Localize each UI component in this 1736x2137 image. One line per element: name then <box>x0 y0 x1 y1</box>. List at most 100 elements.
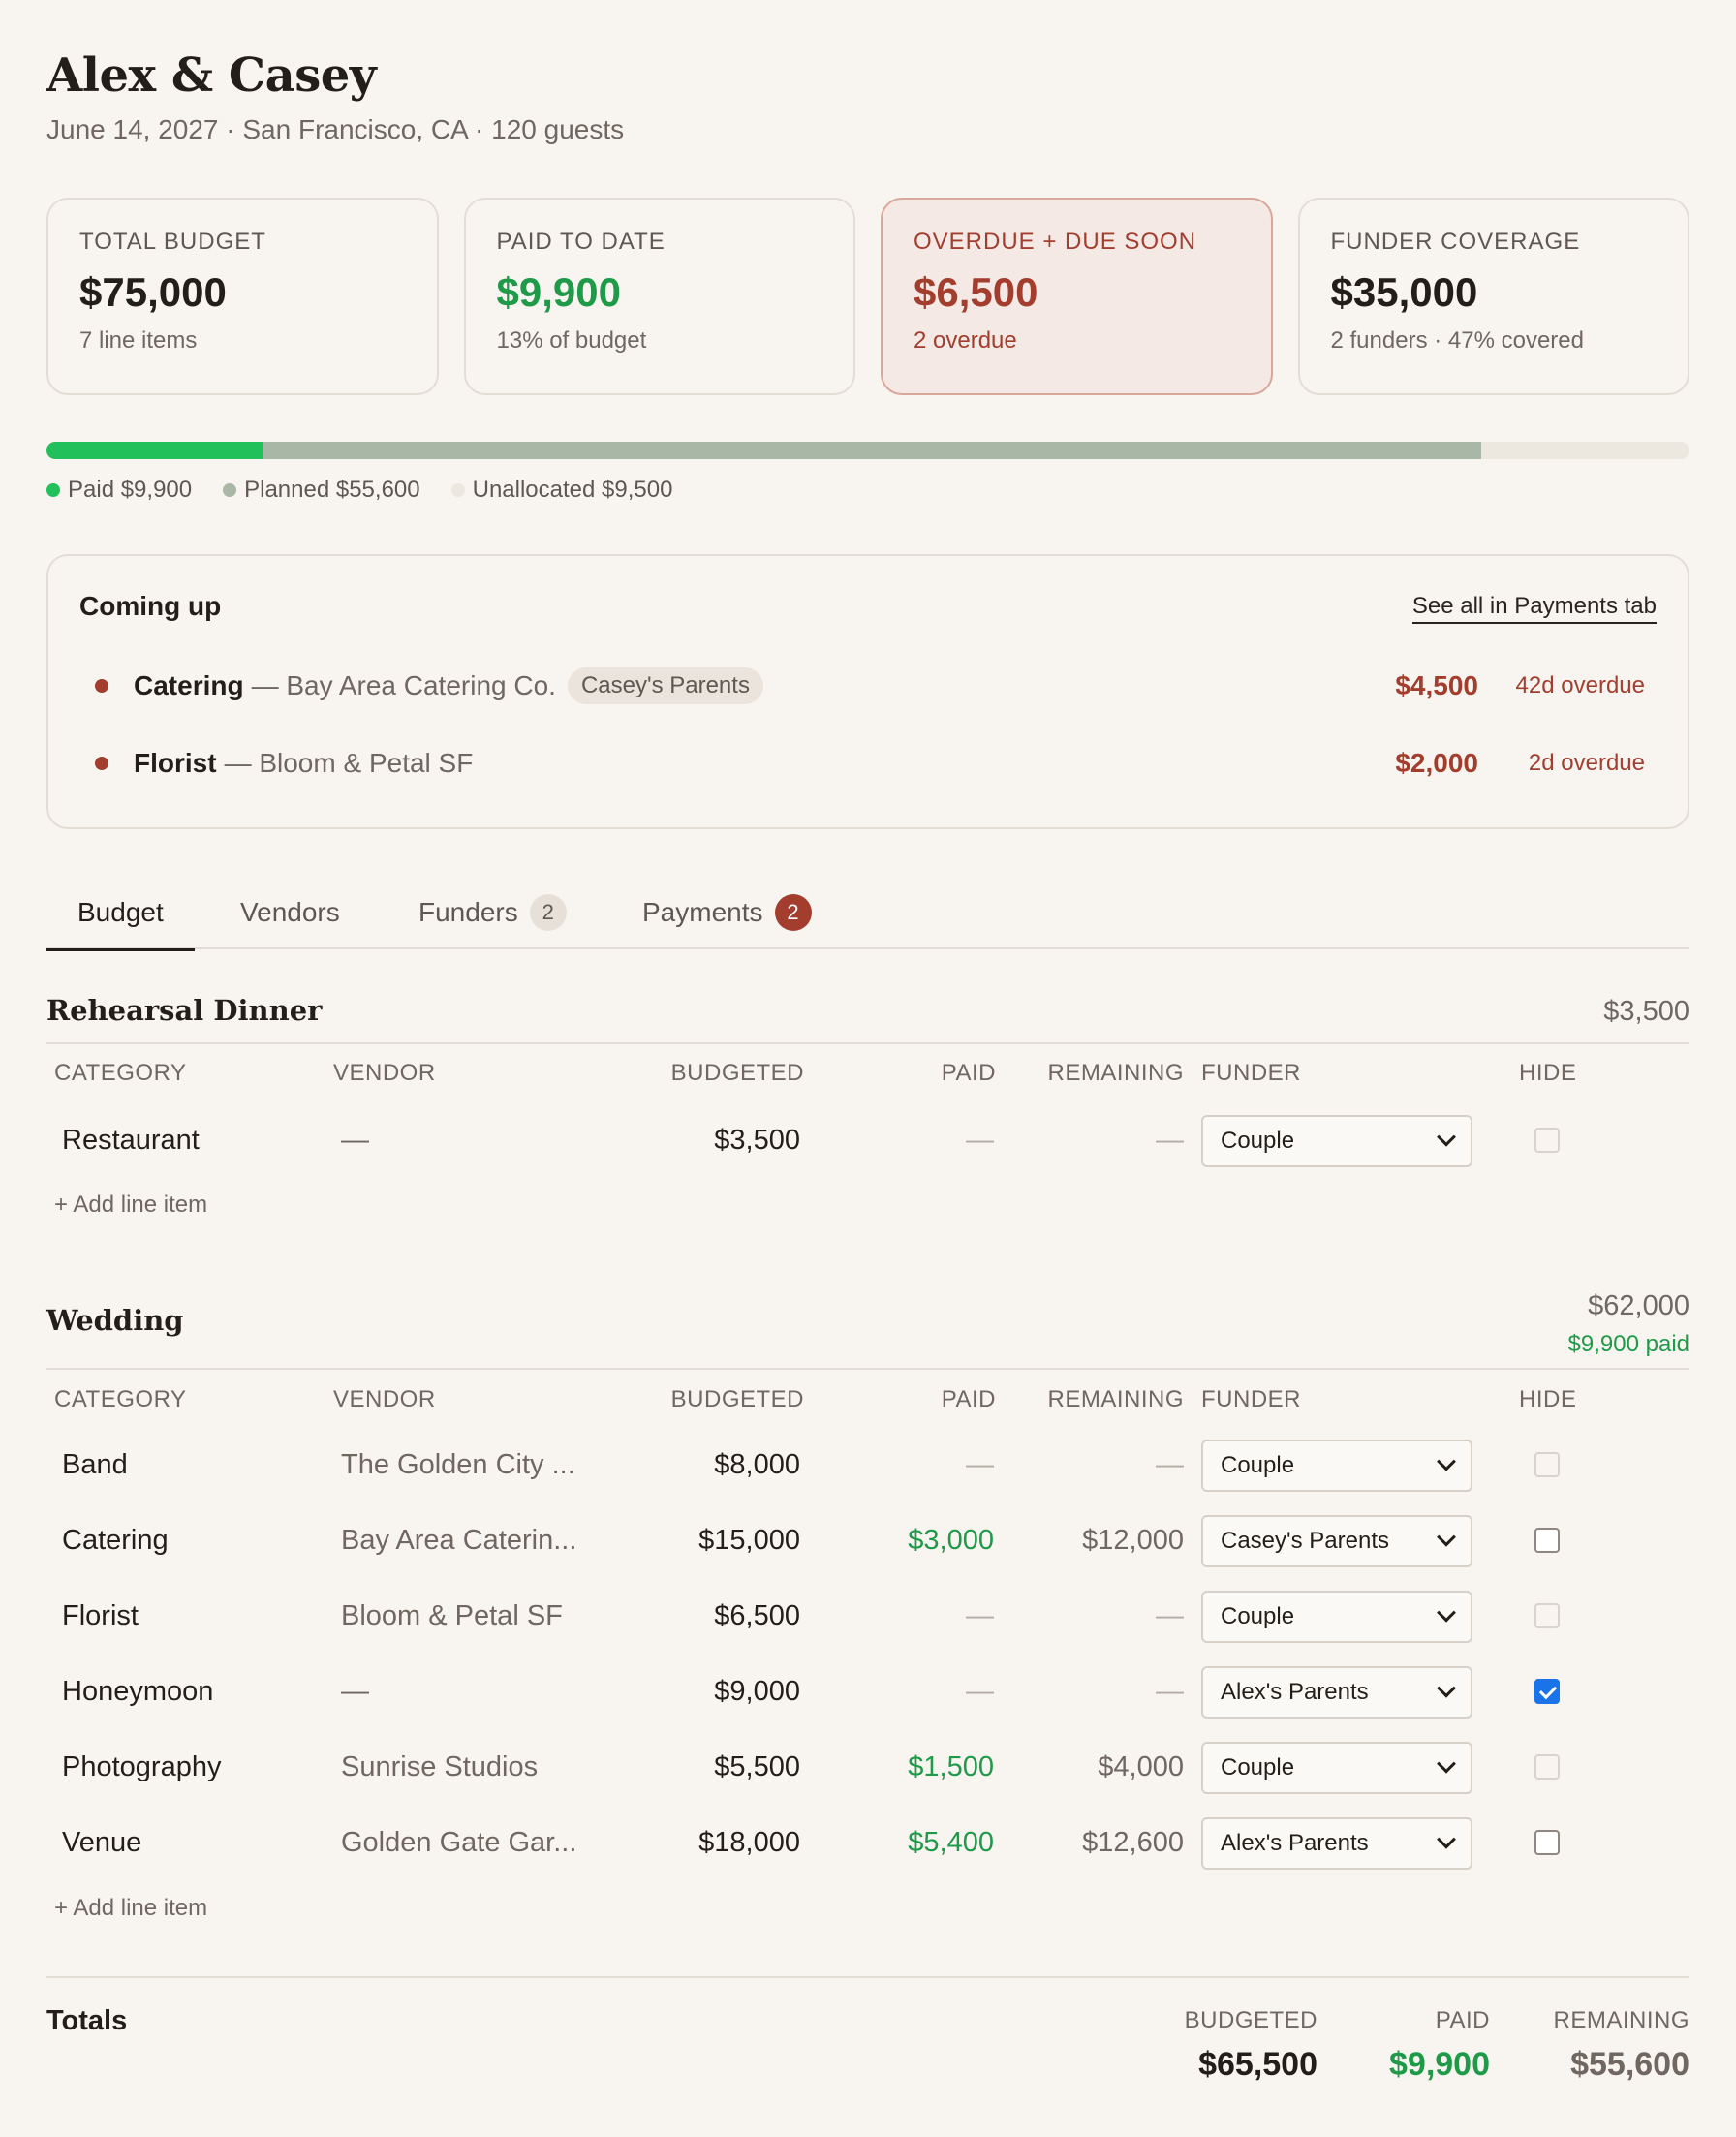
row-vendor[interactable]: — <box>341 1676 369 1707</box>
card-value: $75,000 <box>79 269 227 315</box>
event-title: Alex & Casey <box>46 48 377 103</box>
card-subtext: 7 line items <box>79 327 198 354</box>
row-budgeted[interactable]: $9,000 <box>714 1676 800 1707</box>
totals-remaining-label: REMAINING <box>1553 2007 1690 2033</box>
funder-select[interactable]: Casey's Parents <box>1201 1515 1472 1567</box>
funder-select-value: Alex's Parents <box>1221 1679 1369 1705</box>
chevron-down-icon <box>1437 1602 1456 1623</box>
chevron-down-icon <box>1437 1753 1456 1774</box>
upcoming-amount: $4,500 <box>1395 670 1478 700</box>
row-paid: $1,500 <box>908 1751 994 1782</box>
col-budgeted: BUDGETED <box>670 1060 804 1086</box>
col-vendor: VENDOR <box>333 1386 436 1412</box>
row-remaining: — <box>1156 1125 1184 1156</box>
row-vendor[interactable]: Golden Gate Gar... <box>341 1827 577 1858</box>
funder-select[interactable]: Couple <box>1201 1115 1472 1167</box>
totals-budgeted: BUDGETED $65,500 <box>1185 2007 1318 2084</box>
hide-checkbox[interactable] <box>1534 1754 1560 1780</box>
row-vendor[interactable]: — <box>341 1125 369 1156</box>
tab-label: Budget <box>78 897 164 927</box>
row-category[interactable]: Florist <box>62 1600 139 1631</box>
row-vendor[interactable]: The Golden City ... <box>341 1449 575 1480</box>
funder-select[interactable]: Couple <box>1201 1591 1472 1643</box>
card-label: TOTAL BUDGET <box>79 229 266 255</box>
row-category[interactable]: Catering <box>62 1525 169 1556</box>
row-vendor[interactable]: Bay Area Caterin... <box>341 1525 577 1556</box>
legend-paid: Paid $9,900 <box>46 477 192 504</box>
tab-funders[interactable]: Funders 2 <box>418 876 567 949</box>
upcoming-vendor: — Bay Area Catering Co. <box>251 670 556 700</box>
unallocated-dot-icon <box>450 483 465 497</box>
funder-tag: Casey's Parents <box>567 667 763 704</box>
col-hide: HIDE <box>1519 1386 1577 1412</box>
overdue-dot-icon <box>95 757 108 770</box>
hide-checkbox[interactable] <box>1534 1528 1560 1553</box>
hide-checkbox[interactable] <box>1534 1679 1560 1704</box>
funder-select[interactable]: Alex's Parents <box>1201 1666 1472 1719</box>
row-vendor[interactable]: Sunrise Studios <box>341 1751 539 1782</box>
planned-dot-icon <box>223 483 237 497</box>
card-value: $9,900 <box>496 269 621 315</box>
funder-select[interactable]: Couple <box>1201 1440 1472 1492</box>
divider <box>46 1976 1690 1978</box>
row-category[interactable]: Photography <box>62 1751 222 1782</box>
section-total-rehearsal: $3,500 <box>1603 996 1690 1027</box>
hide-checkbox[interactable] <box>1534 1603 1560 1628</box>
progress-legend: Paid $9,900 Planned $55,600 Unallocated … <box>46 477 672 504</box>
section-paid-wedding: $9,900 paid <box>1567 1331 1690 1357</box>
tab-budget[interactable]: Budget <box>46 876 195 951</box>
row-remaining: — <box>1156 1449 1184 1480</box>
card-subtext: 2 overdue <box>914 327 1017 354</box>
row-remaining: $4,000 <box>1098 1751 1184 1782</box>
upcoming-status: 2d overdue <box>1528 750 1645 776</box>
row-category[interactable]: Venue <box>62 1827 142 1858</box>
overdue-card[interactable]: OVERDUE + DUE SOON $6,500 2 overdue <box>881 198 1273 395</box>
row-budgeted[interactable]: $18,000 <box>698 1827 800 1858</box>
hide-checkbox[interactable] <box>1534 1452 1560 1477</box>
card-subtext: 2 funders · 47% covered <box>1330 327 1584 354</box>
funder-select-value: Casey's Parents <box>1221 1528 1389 1554</box>
tab-label: Payments <box>642 897 763 927</box>
divider <box>46 1368 1690 1370</box>
add-line-item-button[interactable]: + Add line item <box>54 1192 208 1218</box>
card-label: FUNDER COVERAGE <box>1330 229 1581 255</box>
upcoming-payment-row[interactable]: Florist — Bloom & Petal SF $2,000 2d ove… <box>79 742 1660 785</box>
col-funder: FUNDER <box>1201 1060 1301 1086</box>
row-remaining: $12,600 <box>1082 1827 1184 1858</box>
table-row: Restaurant — $3,500 — — Couple <box>46 1103 1690 1179</box>
funder-select[interactable]: Couple <box>1201 1742 1472 1794</box>
section-title-rehearsal: Rehearsal Dinner <box>46 994 323 1027</box>
row-paid: — <box>966 1449 994 1480</box>
totals-budgeted-label: BUDGETED <box>1184 2007 1318 2033</box>
tab-payments[interactable]: Payments 2 <box>642 876 812 949</box>
row-vendor[interactable]: Bloom & Petal SF <box>341 1600 563 1631</box>
table-row: Florist Bloom & Petal SF $6,500 — — Coup… <box>46 1579 1690 1655</box>
legend-paid-label: Paid $9,900 <box>68 477 193 503</box>
row-budgeted[interactable]: $15,000 <box>698 1525 800 1556</box>
see-all-payments-link[interactable]: See all in Payments tab <box>1411 593 1657 624</box>
row-budgeted[interactable]: $5,500 <box>714 1751 800 1782</box>
totals-remaining-value: $55,600 <box>1570 2046 1690 2083</box>
add-line-item-button[interactable]: + Add line item <box>54 1895 208 1921</box>
overdue-dot-icon <box>95 679 108 693</box>
row-category[interactable]: Honeymoon <box>62 1676 214 1707</box>
tab-vendors[interactable]: Vendors <box>240 876 340 949</box>
hide-checkbox[interactable] <box>1534 1128 1560 1153</box>
row-budgeted[interactable]: $3,500 <box>714 1125 800 1156</box>
row-remaining: — <box>1156 1676 1184 1707</box>
tab-label: Vendors <box>240 897 340 927</box>
card-label: OVERDUE + DUE SOON <box>914 229 1197 255</box>
card-value: $35,000 <box>1330 269 1478 315</box>
chevron-down-icon <box>1437 1527 1456 1547</box>
funder-select[interactable]: Alex's Parents <box>1201 1817 1472 1870</box>
row-category[interactable]: Band <box>62 1449 128 1480</box>
row-category[interactable]: Restaurant <box>62 1125 200 1156</box>
row-budgeted[interactable]: $8,000 <box>714 1449 800 1480</box>
totals-paid-value: $9,900 <box>1389 2046 1490 2083</box>
hide-checkbox[interactable] <box>1534 1830 1560 1855</box>
row-paid: — <box>966 1676 994 1707</box>
row-budgeted[interactable]: $6,500 <box>714 1600 800 1631</box>
table-row: Photography Sunrise Studios $5,500 $1,50… <box>46 1730 1690 1806</box>
col-paid: PAID <box>941 1386 996 1412</box>
upcoming-payment-row[interactable]: Catering — Bay Area Catering Co. Casey's… <box>79 665 1660 707</box>
